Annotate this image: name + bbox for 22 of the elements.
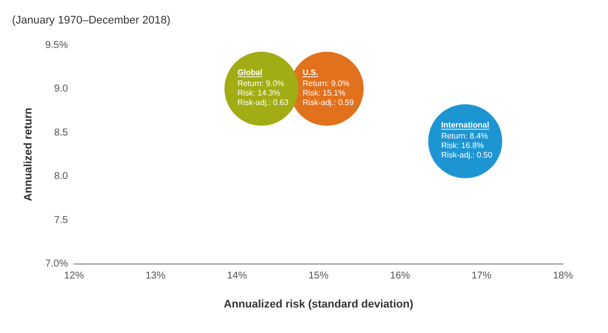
y-tick-label: 8.5 [54, 127, 68, 138]
x-tick-label: 14% [226, 270, 248, 282]
y-tick-label: 7.5 [54, 214, 68, 226]
series-label: U.S. [302, 68, 318, 77]
x-tick-label: 12% [64, 270, 84, 282]
x-tick-label: 13% [145, 270, 166, 282]
y-tick-label: 9.5% [45, 40, 68, 51]
y-tick-label: 8.0 [54, 171, 68, 182]
series-label: International [441, 120, 490, 130]
annotation: Return: 9.0% Risk: 14.3% Risk-adj.: 0.63 [237, 78, 290, 107]
x-tick-label: 18% [552, 270, 574, 282]
x-tick-label: 16% [390, 270, 410, 282]
y-axis-title: Annualized return [22, 107, 35, 202]
x-tick-label: 15% [308, 270, 329, 282]
chart-title: (January 1970–December 2018) [12, 14, 170, 26]
x-axis-title: Annualized risk (standard deviation) [224, 298, 414, 310]
y-tick-label: 7.0% [45, 258, 68, 270]
x-tick-label: 17% [471, 270, 492, 282]
annotation: Return: 8.4% Risk: 16.8% Risk-adj.: 0.50 [441, 131, 493, 160]
y-tick-label: 9.0 [54, 84, 68, 95]
series-label: Global [237, 68, 262, 77]
annotation: Return: 9.0% Risk: 15.1% Risk-adj.: 0.59 [302, 78, 354, 107]
